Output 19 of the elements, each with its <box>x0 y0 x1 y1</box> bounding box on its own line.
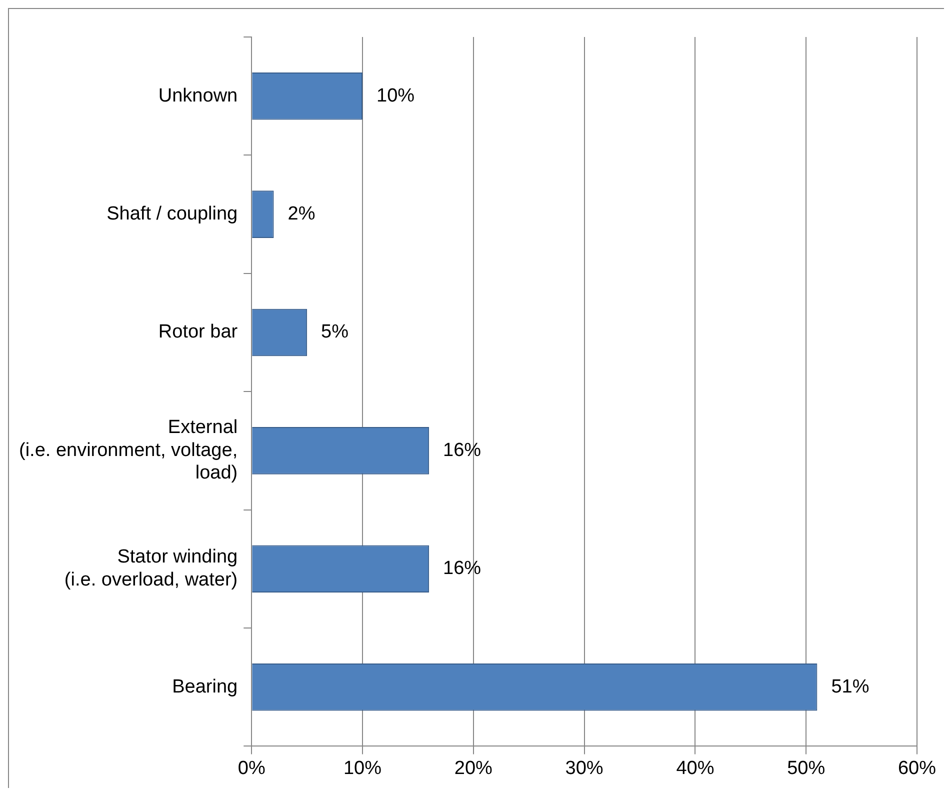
x-tick-label: 30% <box>565 758 604 779</box>
x-tick-label: 60% <box>898 758 936 779</box>
x-tick-label: 40% <box>676 758 714 779</box>
y-tick-label: Stator winding (i.e. overload, water) <box>64 546 238 591</box>
x-tick-label: 20% <box>454 758 493 779</box>
data-label: 5% <box>321 322 349 343</box>
data-label: 51% <box>831 676 870 698</box>
y-tick-label: Rotor bar <box>158 322 238 343</box>
data-label: 2% <box>288 204 316 225</box>
x-tick-label: 50% <box>787 758 826 779</box>
data-label: 16% <box>443 440 482 461</box>
x-tick-label: 0% <box>238 758 266 779</box>
y-tick-label: External (i.e. environment, voltage, load) <box>18 417 238 484</box>
y-tick-label: Bearing <box>172 676 238 698</box>
data-label: 16% <box>443 558 482 580</box>
y-tick-label: Shaft / coupling <box>106 204 238 225</box>
y-tick-label: Unknown <box>158 85 238 106</box>
data-label: 10% <box>376 85 415 106</box>
x-tick-label: 10% <box>343 758 382 779</box>
